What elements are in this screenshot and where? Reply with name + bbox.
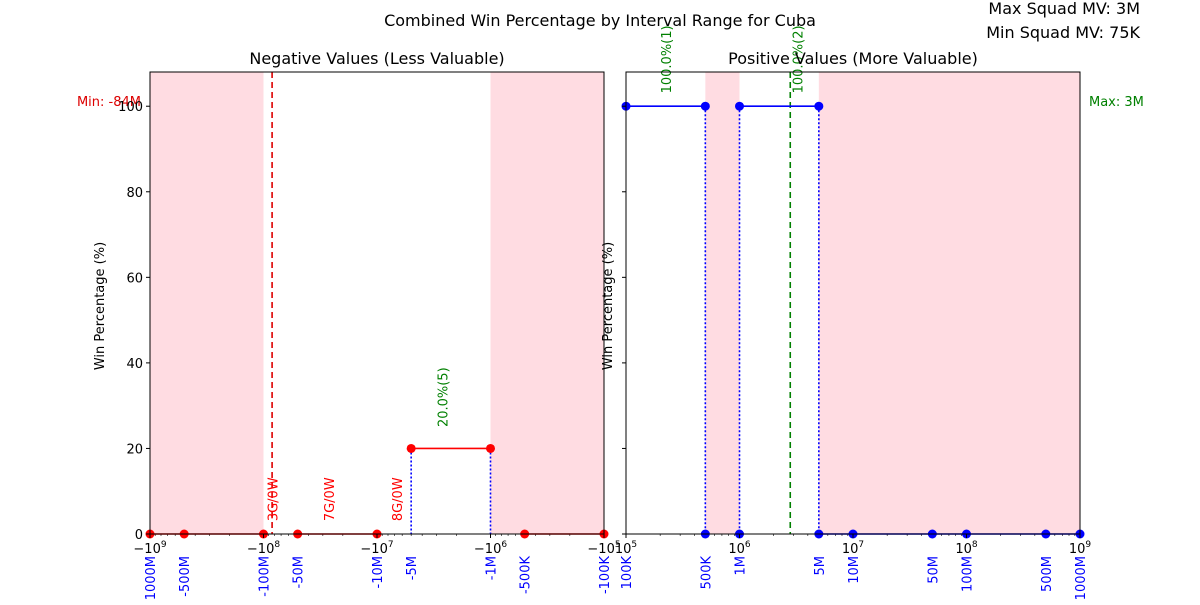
interval-label: 1000M [1074,556,1089,600]
shaded-range [150,72,264,534]
data-point [700,101,710,111]
interval-label: -5M [405,556,420,580]
x-tick-label: −105 [587,540,620,557]
figure-title: Combined Win Percentage by Interval Rang… [384,11,816,30]
y-tick-label: 100 [118,100,143,115]
corner-info-line: Max Squad MV: 3M [988,0,1140,18]
interval-label: -10M [371,556,386,588]
data-point [735,101,744,111]
data-point [406,443,416,453]
x-tick-label: −109 [133,540,166,557]
y-tick-label: 40 [126,357,143,372]
panel-title: Positive Values (More Valuable) [728,49,978,68]
interval-label: -500M [178,556,193,597]
x-tick-label: 109 [1069,540,1092,557]
shaded-range [818,72,1080,534]
x-tick-label: −106 [474,540,507,557]
y-tick-label: 80 [126,186,143,201]
interval-label: -100M [258,556,273,597]
shaded-range [705,72,740,534]
interval-label: 10M [847,556,862,584]
interval-label: 50M [926,556,941,584]
data-annotation: 7G/0W [323,477,338,521]
y-tick-label: 60 [126,271,143,286]
interval-label: -50M [292,556,307,588]
x-tick-label: −108 [247,540,280,557]
interval-label: -100K [598,556,613,595]
interval-label: 100M [961,556,976,592]
y-axis-label: Win Percentage (%) [93,242,108,370]
interval-label: 100K [620,556,635,590]
data-annotation: 20.0%(5) [436,367,451,427]
panel-title: Negative Values (Less Valuable) [249,49,504,68]
x-tick-label: 107 [842,540,864,557]
interval-label: 500M [1040,556,1055,592]
interval-label: -500K [519,556,534,595]
interval-label: -1M [485,556,500,580]
interval-label: 500K [699,556,714,590]
data-annotation: 100.0%(1) [660,25,675,93]
reference-label: Min: -84M [77,95,141,110]
data-annotation: 100.0%(2) [792,25,807,93]
y-tick-label: 20 [126,442,143,457]
data-point [486,443,495,453]
y-tick-label: 0 [135,528,143,543]
corner-info-line: Min Squad MV: 75K [986,23,1140,42]
data-point [814,101,824,111]
data-annotation: 3G/0W [267,477,282,521]
interval-label: 5M [813,556,828,576]
x-tick-label: 105 [615,540,637,557]
shaded-range [490,72,604,534]
y-axis-label: Win Percentage (%) [601,242,616,370]
interval-label: -1000M [144,556,159,600]
data-annotation: 8G/0W [391,477,406,521]
x-tick-label: −107 [360,540,393,557]
interval-label: 1M [734,556,749,576]
x-tick-label: 106 [728,540,751,557]
x-tick-label: 108 [955,540,978,557]
reference-label: Max: 3M [1089,95,1144,110]
